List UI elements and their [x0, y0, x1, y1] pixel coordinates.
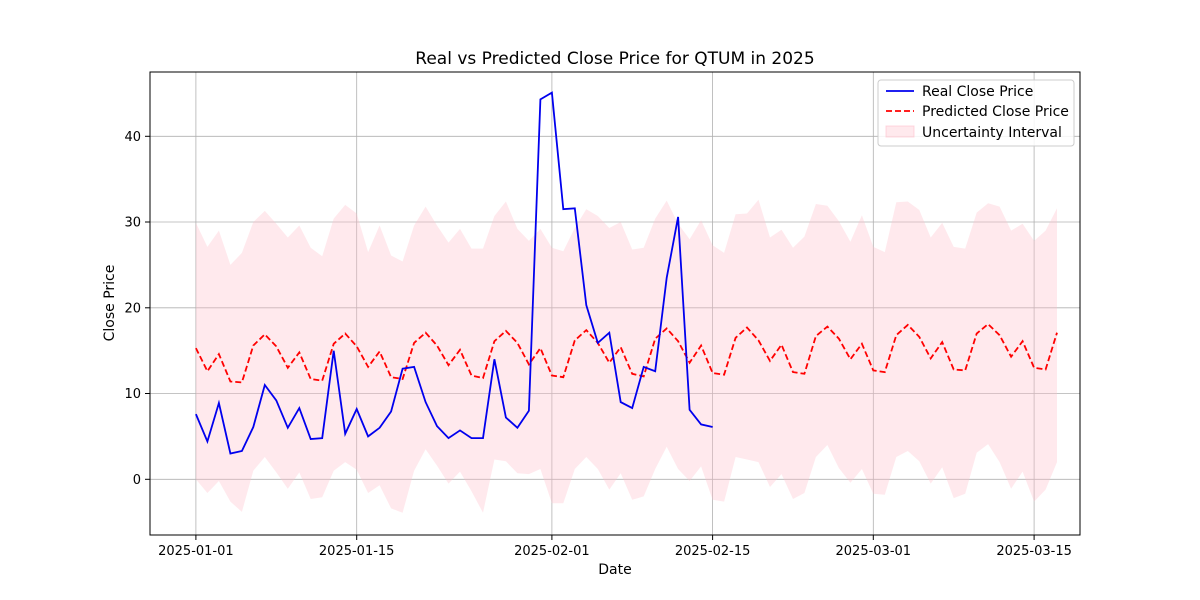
- y-axis-label: Close Price: [102, 265, 118, 342]
- y-tick-label: 40: [124, 130, 141, 145]
- legend: Real Close Price Predicted Close Price U…: [877, 79, 1075, 147]
- y-axis: 0 10 20 30 40: [124, 130, 150, 488]
- x-tick-label: 2025-03-01: [836, 544, 912, 559]
- legend-predicted-label: Predicted Close Price: [922, 104, 1069, 120]
- legend-interval-label: Uncertainty Interval: [922, 125, 1062, 141]
- y-tick-label: 20: [124, 301, 141, 316]
- y-tick-label: 0: [133, 473, 141, 488]
- uncertainty-interval-area: [195, 199, 1057, 513]
- x-tick-label: 2025-02-01: [514, 544, 590, 559]
- x-axis: 2025-01-01 2025-01-15 2025-02-01 2025-02-15…: [158, 535, 1072, 559]
- y-tick-label: 30: [124, 216, 141, 231]
- plot-frame: [149, 71, 1081, 536]
- x-tick-label: 2025-01-01: [158, 544, 234, 559]
- legend-box: [877, 79, 1075, 147]
- x-axis-label: Date: [598, 562, 631, 578]
- y-tick-label: 10: [124, 387, 141, 402]
- real-close-price-line: [195, 91, 713, 455]
- legend-interval-swatch: [885, 125, 915, 138]
- x-tick-label: 2025-02-15: [675, 544, 751, 559]
- predicted-close-price-line: [195, 322, 1058, 384]
- x-tick-label: 2025-03-15: [996, 544, 1072, 559]
- legend-real-label: Real Close Price: [922, 84, 1033, 100]
- chart-title: Real vs Predicted Close Price for QTUM i…: [415, 49, 814, 69]
- x-tick-label: 2025-01-15: [319, 544, 395, 559]
